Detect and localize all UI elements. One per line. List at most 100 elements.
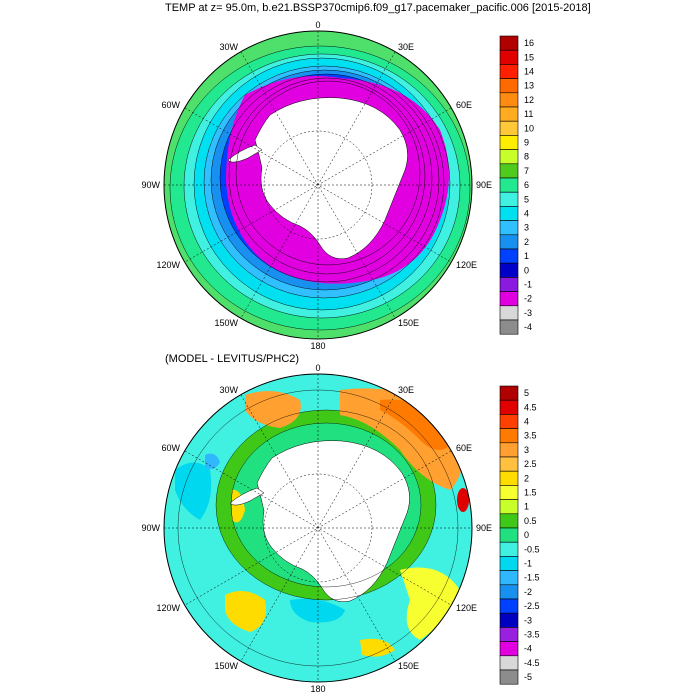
colorbar-label: -2.5 <box>524 601 540 611</box>
colorbar-label: 0.5 <box>524 516 537 526</box>
colorbar-label: 0 <box>524 265 529 275</box>
colorbar-label: 16 <box>524 38 534 48</box>
colorbar-label: 6 <box>524 180 529 190</box>
colorbar-label: 4 <box>524 417 529 427</box>
temperature-polar-map <box>163 30 473 340</box>
colorbar-swatch <box>499 106 519 122</box>
colorbar-swatch <box>499 206 519 221</box>
lon-label: 180 <box>310 684 325 694</box>
lon-label: 120W <box>156 603 180 613</box>
longitude-labels-bottom: 0 30E 60E 90E 120E 150E 180 150W 120W 90… <box>141 363 492 694</box>
colorbar-swatch <box>499 262 519 278</box>
lon-label: 150W <box>214 318 238 328</box>
colorbar-label: -1 <box>524 559 532 569</box>
colorbar-label: 1 <box>524 502 529 512</box>
lon-label: 90W <box>141 180 160 190</box>
colorbar-swatch <box>499 541 519 557</box>
colorbar-swatch <box>499 499 519 515</box>
map-title: TEMP at z= 95.0m, b.e21.BSSP370cmip6.f09… <box>165 2 591 14</box>
lon-label: 120W <box>156 260 180 270</box>
colorbar-swatch <box>499 49 519 65</box>
colorbar-swatch <box>499 163 519 179</box>
colorbar-swatch <box>499 655 519 671</box>
colorbar-label: 11 <box>524 109 533 119</box>
colorbar-swatch <box>499 191 519 207</box>
colorbar-label: -4 <box>524 322 532 332</box>
lon-label: 90E <box>476 523 492 533</box>
colorbar-swatch <box>499 612 519 628</box>
lon-label: 180 <box>310 341 325 351</box>
lon-label: 60E <box>456 443 472 453</box>
colorbar-swatch <box>499 556 519 571</box>
lon-label: 90W <box>141 523 160 533</box>
colorbar-label: 2 <box>524 237 529 247</box>
colorbar-label: 8 <box>524 152 529 162</box>
lon-label: 150E <box>398 661 419 671</box>
colorbar-swatch <box>499 641 519 657</box>
colorbar-label: 4 <box>524 209 529 219</box>
colorbar-swatch <box>499 570 519 586</box>
colorbar-label: 12 <box>524 95 534 105</box>
colorbar-swatch <box>499 485 519 500</box>
colorbar-swatch <box>499 305 519 321</box>
colorbar-swatch <box>499 220 519 236</box>
colorbar-swatch <box>499 277 519 292</box>
colorbar-label: 9 <box>524 138 529 148</box>
colorbar-label: -4 <box>524 644 532 654</box>
colorbar-label: 3 <box>524 223 529 233</box>
colorbar-label: -2 <box>524 294 532 304</box>
lon-label: 60W <box>161 443 180 453</box>
lon-label: 120E <box>456 603 477 613</box>
colorbar-swatch <box>499 627 519 642</box>
colorbar-label: -3.5 <box>524 630 540 640</box>
lon-label: 0 <box>315 363 320 373</box>
difference-polar-map <box>163 373 473 683</box>
colorbar-label: -3 <box>524 615 532 625</box>
colorbar-swatch <box>499 35 519 51</box>
colorbar-label: 3 <box>524 445 529 455</box>
colorbar-swatch <box>499 442 519 458</box>
colorbar-swatch <box>499 177 519 193</box>
difference-colorbar: 5 4.5 4 3.5 3 2.5 2 1.5 1 0.5 0 -0.5 -1 -1.5 -2 -2.5 -3 -… <box>499 385 540 685</box>
colorbar-label: 14 <box>524 67 534 77</box>
colorbar-label: 1 <box>524 251 529 261</box>
lon-label: 30E <box>398 42 414 52</box>
colorbar-swatch <box>499 414 519 429</box>
colorbar-label: 1.5 <box>524 488 537 498</box>
lon-label: 0 <box>315 20 320 30</box>
colorbar-label: -3 <box>524 308 532 318</box>
colorbar-swatch <box>499 470 519 486</box>
colorbar-label: -5 <box>524 672 532 682</box>
colorbar-swatch <box>499 234 519 250</box>
colorbar-label: -4.5 <box>524 658 540 668</box>
colorbar-swatch <box>499 120 519 136</box>
longitude-labels-top: 0 30E 60E 90E 120E 150E 180 150W 120W 90… <box>141 20 492 351</box>
colorbar-swatch <box>499 669 519 685</box>
colorbar-label: 10 <box>524 123 534 133</box>
colorbar-label: 7 <box>524 166 529 176</box>
colorbar-label: -1.5 <box>524 573 540 583</box>
colorbar-swatch <box>499 291 519 307</box>
colorbar-swatch <box>499 248 519 264</box>
colorbar-label: -1 <box>524 280 532 290</box>
colorbar-label: 0 <box>524 530 529 540</box>
colorbar-swatch <box>499 513 519 529</box>
colorbar-swatch <box>499 428 519 444</box>
colorbar-label: 2.5 <box>524 459 537 469</box>
colorbar-label: 5 <box>524 194 529 204</box>
colorbar-swatch <box>499 78 519 94</box>
colorbar-swatch <box>499 527 519 543</box>
colorbar-swatch <box>499 135 519 150</box>
colorbar-label: 15 <box>524 52 534 62</box>
lon-label: 30E <box>398 385 414 395</box>
colorbar-swatch <box>499 598 519 614</box>
lon-label: 150W <box>214 661 238 671</box>
difference-map-title: (MODEL - LEVITUS/PHC2) <box>165 353 300 365</box>
colorbar-swatch <box>499 92 519 108</box>
colorbar-label: 2 <box>524 473 529 483</box>
colorbar-swatch <box>499 456 519 472</box>
colorbar-label: -2 <box>524 587 532 597</box>
colorbar-label: 5 <box>524 388 529 398</box>
lon-label: 60E <box>456 100 472 110</box>
